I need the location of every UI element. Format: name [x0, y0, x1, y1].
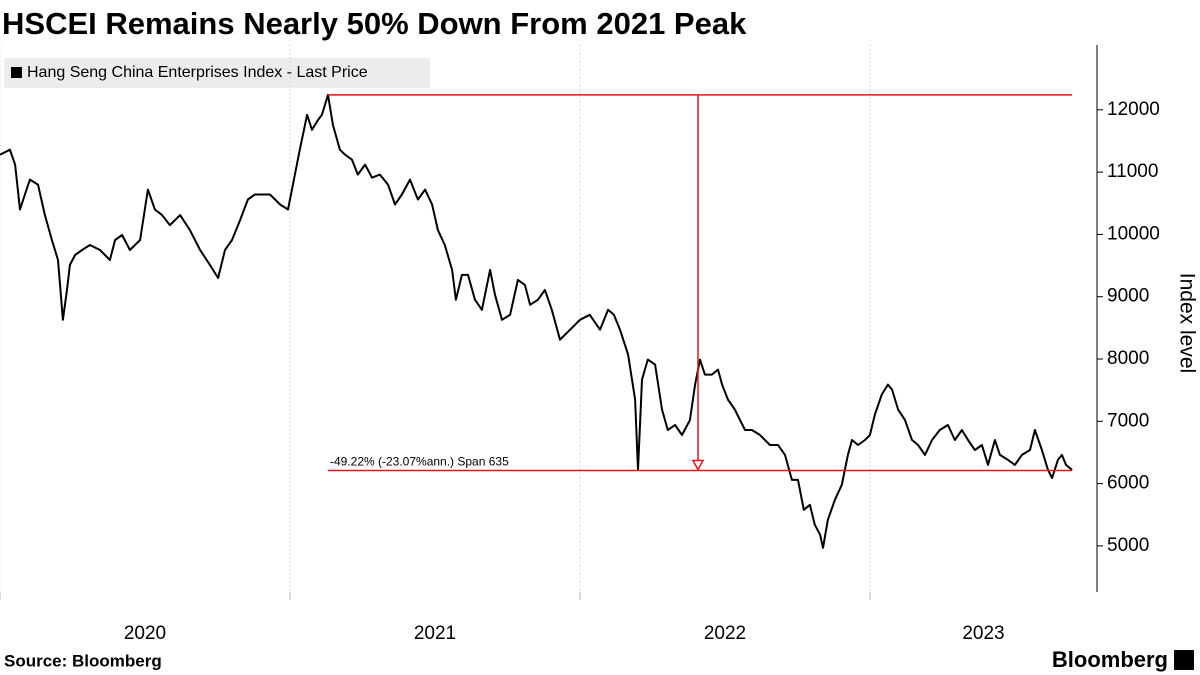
x-tick-label: 2021 [414, 623, 456, 644]
brand: Bloomberg [1052, 647, 1168, 672]
y-axis-label: Index level [1175, 273, 1198, 373]
y-tick-label: 9000 [1107, 286, 1149, 307]
line-series [0, 93, 1073, 549]
source: Source: Bloomberg [4, 651, 162, 670]
y-tick-label: 5000 [1107, 535, 1149, 556]
annotation-text: -49.22% (-23.07%ann.) Span 635 [330, 455, 509, 469]
y-tick-label: 6000 [1107, 473, 1149, 494]
y-tick-label: 11000 [1107, 161, 1158, 182]
x-tick-label: 2023 [962, 623, 1004, 644]
y-tick-label: 7000 [1107, 410, 1149, 431]
y-tick-label: 8000 [1107, 348, 1149, 369]
legend-swatch [11, 67, 22, 78]
x-tick-label: 2022 [704, 623, 746, 644]
legend-box [4, 58, 430, 88]
y-tick-label: 10000 [1107, 223, 1160, 244]
brand-icon [1174, 650, 1194, 670]
annotation-arrowhead [691, 459, 705, 472]
legend-label: Hang Seng China Enterprises Index - Last… [27, 64, 368, 81]
chart-title: HSCEI Remains Nearly 50% Down From 2021 … [2, 6, 747, 41]
y-tick-label: 12000 [1107, 99, 1160, 120]
x-tick-label: 2020 [124, 623, 166, 644]
